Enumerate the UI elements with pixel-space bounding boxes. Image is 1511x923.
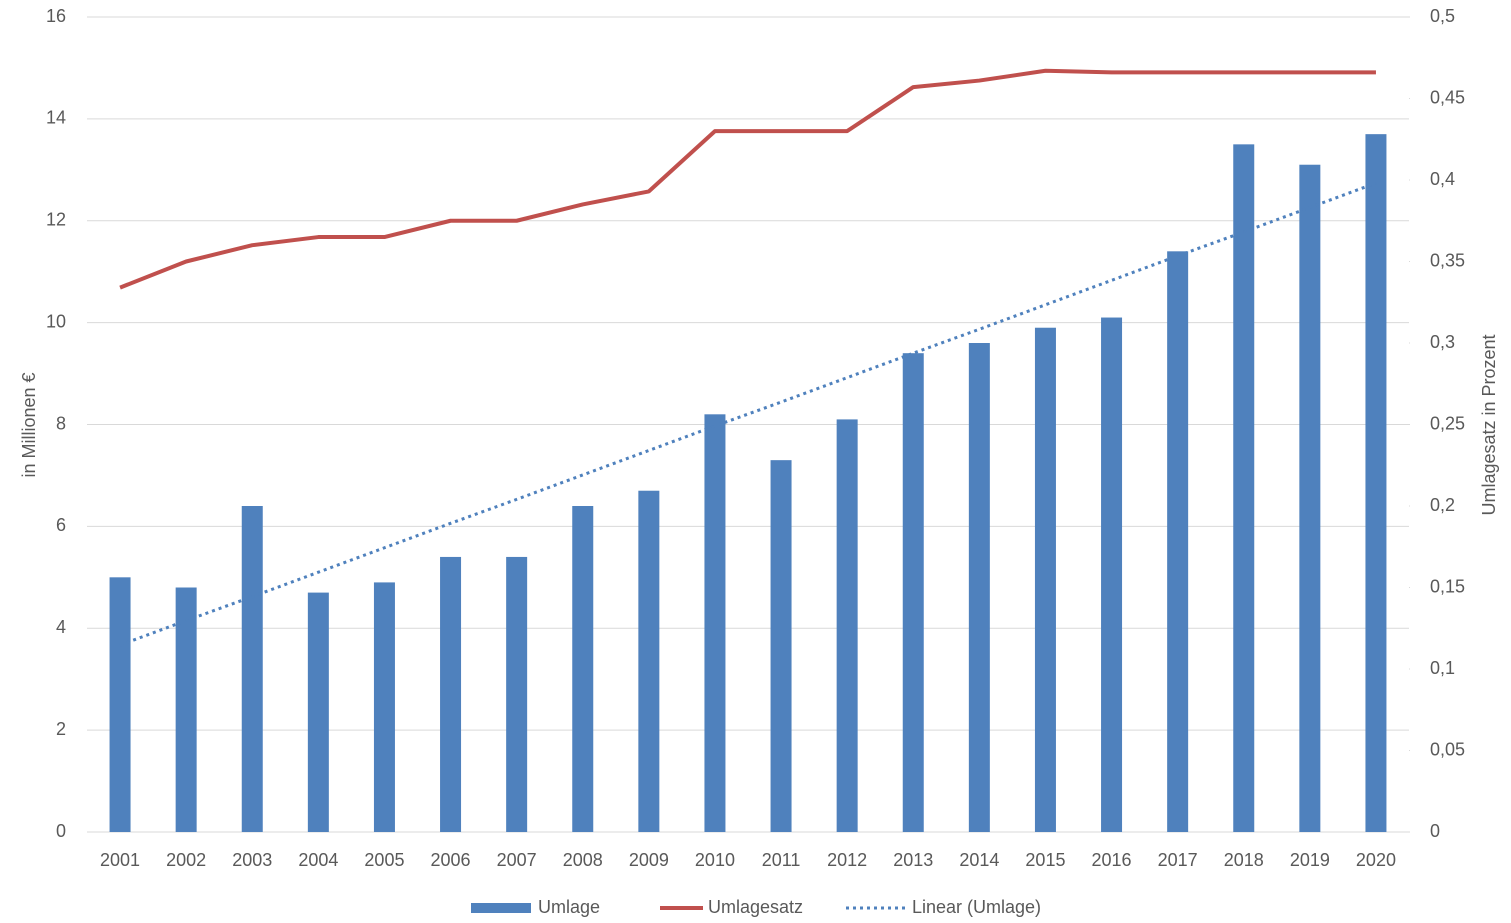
x-tick-label: 2008 — [563, 850, 603, 870]
x-tick-label: 2015 — [1025, 850, 1065, 870]
x-tick-label: 2020 — [1356, 850, 1396, 870]
y-tick-label: 0 — [56, 821, 66, 841]
x-tick-label: 2003 — [232, 850, 272, 870]
x-tick-label: 2001 — [100, 850, 140, 870]
bar — [968, 343, 990, 832]
bar — [704, 414, 726, 832]
legend-label: Umlage — [538, 897, 600, 917]
x-tick-label: 2012 — [827, 850, 867, 870]
line — [119, 68, 1376, 290]
x-tick-label: 2002 — [166, 850, 206, 870]
bar — [307, 592, 329, 832]
bar — [770, 460, 792, 832]
x-tick-label: 2009 — [629, 850, 669, 870]
bar — [1365, 134, 1387, 832]
bar — [109, 577, 131, 832]
y2-tick-label: 0,5 — [1430, 6, 1455, 26]
bar — [1034, 327, 1056, 832]
y2-tick-label: 0,45 — [1430, 87, 1465, 107]
x-tick-label: 2006 — [431, 850, 471, 870]
bar — [506, 556, 528, 832]
x-tick-label: 2016 — [1092, 850, 1132, 870]
y2-tick-label: 0,35 — [1430, 250, 1465, 270]
legend-label: Umlagesatz — [708, 897, 803, 917]
x-tick-label: 2011 — [762, 850, 801, 870]
bar — [1299, 164, 1321, 832]
y-axis-label: in Millionen € — [19, 372, 39, 477]
x-tick-label: 2010 — [695, 850, 735, 870]
x-tick-label: 2014 — [959, 850, 999, 870]
bar — [836, 419, 858, 832]
y-tick-label: 8 — [56, 413, 66, 433]
x-tick-label: 2004 — [298, 850, 338, 870]
bar — [1101, 317, 1123, 832]
y2-tick-label: 0,15 — [1430, 576, 1465, 596]
bar — [440, 556, 462, 832]
bar — [902, 353, 924, 832]
bar — [373, 582, 395, 832]
y2-tick-label: 0,4 — [1430, 169, 1455, 189]
x-tick-label: 2013 — [893, 850, 933, 870]
y2-tick-label: 0,05 — [1430, 739, 1465, 759]
y-tick-label: 6 — [56, 515, 66, 535]
x-tick-label: 2018 — [1224, 850, 1264, 870]
y2-tick-label: 0,3 — [1430, 332, 1455, 352]
bar — [175, 587, 197, 832]
y2-tick-label: 0,25 — [1430, 413, 1465, 433]
bar — [638, 490, 660, 832]
y-tick-label: 4 — [56, 617, 66, 637]
x-tick-label: 2005 — [364, 850, 404, 870]
y-tick-label: 16 — [46, 6, 66, 26]
y-tick-label: 12 — [46, 210, 66, 230]
bar — [1233, 144, 1255, 832]
y-tick-label: 2 — [56, 719, 66, 739]
y2-tick-label: 0 — [1430, 821, 1440, 841]
x-tick-label: 2007 — [497, 850, 537, 870]
trend-line — [119, 181, 1377, 647]
bar — [241, 506, 263, 832]
x-tick-label: 2017 — [1158, 850, 1198, 870]
y-tick-label: 14 — [46, 108, 66, 128]
y2-tick-label: 0,1 — [1430, 658, 1455, 678]
y2-tick-label: 0,2 — [1430, 495, 1455, 515]
legend-label: Linear (Umlage) — [912, 897, 1041, 917]
bar — [572, 506, 594, 832]
y-tick-label: 10 — [46, 311, 66, 331]
x-tick-label: 2019 — [1290, 850, 1330, 870]
bar — [1167, 251, 1189, 832]
y2-axis-label: Umlagesatz in Prozent — [1479, 334, 1499, 515]
